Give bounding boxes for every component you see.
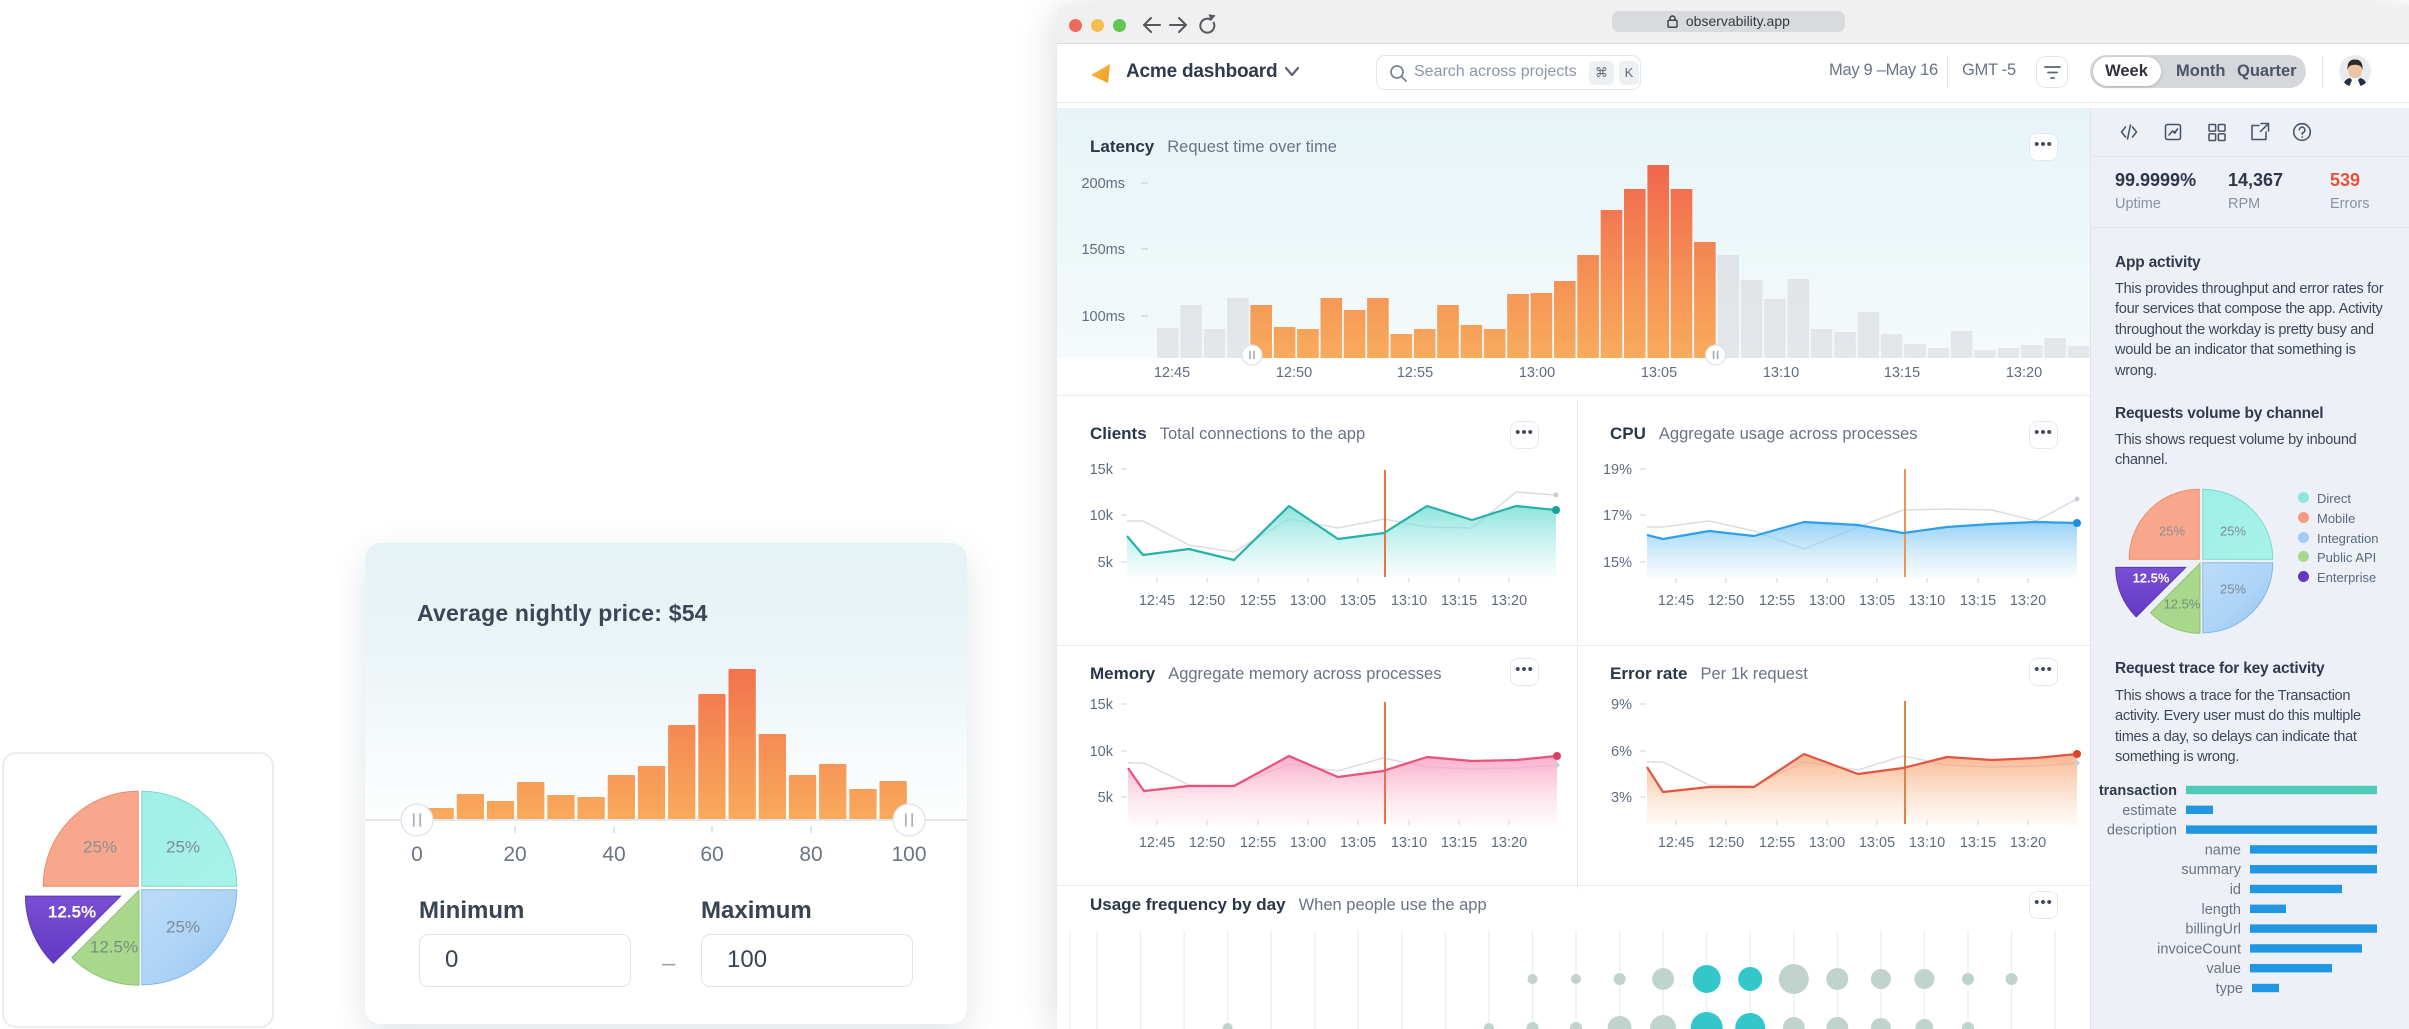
svg-text:billingUrl: billingUrl	[2185, 922, 2241, 938]
svg-text:13:10: 13:10	[1909, 835, 1945, 851]
svg-text:length: length	[2201, 902, 2241, 918]
svg-text:12.5%: 12.5%	[2164, 596, 2201, 611]
svg-text:10k: 10k	[1090, 744, 1114, 760]
svg-text:13:10: 13:10	[1391, 835, 1427, 851]
svg-text:type: type	[2216, 981, 2243, 997]
svg-text:3%: 3%	[1611, 790, 1632, 806]
svg-text:13:20: 13:20	[1491, 593, 1527, 609]
svg-text:13:05: 13:05	[1859, 835, 1895, 851]
svg-text:100: 100	[891, 843, 926, 866]
svg-text:100ms: 100ms	[1081, 309, 1125, 325]
svg-text:15k: 15k	[1090, 462, 1114, 478]
svg-text:17%: 17%	[1603, 508, 1632, 524]
svg-text:19%: 19%	[1603, 462, 1632, 478]
svg-text:200ms: 200ms	[1081, 176, 1125, 192]
svg-text:13:15: 13:15	[1441, 835, 1477, 851]
svg-text:estimate: estimate	[2122, 803, 2177, 819]
svg-text:13:15: 13:15	[1441, 593, 1477, 609]
svg-text:9%: 9%	[1611, 697, 1632, 713]
svg-text:13:05: 13:05	[1641, 365, 1677, 381]
svg-text:15%: 15%	[1603, 555, 1632, 571]
svg-text:13:00: 13:00	[1809, 593, 1845, 609]
svg-text:13:10: 13:10	[1909, 593, 1945, 609]
svg-text:13:20: 13:20	[1491, 835, 1527, 851]
svg-text:invoiceCount: invoiceCount	[2157, 941, 2241, 957]
svg-text:40: 40	[602, 843, 625, 866]
svg-text:5k: 5k	[1098, 790, 1114, 806]
svg-text:25%: 25%	[83, 837, 117, 856]
svg-text:summary: summary	[2181, 862, 2241, 878]
svg-text:10k: 10k	[1090, 508, 1114, 524]
svg-text:12.5%: 12.5%	[2133, 570, 2170, 585]
svg-text:13:10: 13:10	[1391, 593, 1427, 609]
svg-text:13:15: 13:15	[1960, 593, 1996, 609]
svg-text:150ms: 150ms	[1081, 242, 1125, 258]
svg-text:12:45: 12:45	[1139, 593, 1175, 609]
svg-text:13:05: 13:05	[1340, 593, 1376, 609]
svg-text:13:00: 13:00	[1809, 835, 1845, 851]
svg-text:value: value	[2206, 961, 2241, 977]
svg-text:description: description	[2107, 823, 2177, 839]
svg-text:15k: 15k	[1090, 697, 1114, 713]
svg-text:13:15: 13:15	[1960, 835, 1996, 851]
svg-text:13:20: 13:20	[2006, 365, 2042, 381]
svg-text:13:15: 13:15	[1884, 365, 1920, 381]
svg-text:13:20: 13:20	[2010, 835, 2046, 851]
svg-text:12:50: 12:50	[1708, 593, 1744, 609]
svg-text:20: 20	[503, 843, 526, 866]
svg-text:12:55: 12:55	[1240, 593, 1276, 609]
svg-text:12:45: 12:45	[1154, 365, 1190, 381]
svg-text:12.5%: 12.5%	[48, 902, 96, 921]
svg-text:6%: 6%	[1611, 744, 1632, 760]
svg-text:12:55: 12:55	[1759, 593, 1795, 609]
svg-text:id: id	[2230, 882, 2241, 898]
svg-text:12:50: 12:50	[1189, 593, 1225, 609]
svg-text:name: name	[2205, 842, 2241, 858]
svg-text:13:00: 13:00	[1519, 365, 1555, 381]
svg-text:12:50: 12:50	[1189, 835, 1225, 851]
svg-text:25%: 25%	[166, 837, 200, 856]
svg-text:12:50: 12:50	[1276, 365, 1312, 381]
svg-text:25%: 25%	[2159, 523, 2185, 538]
svg-text:12:45: 12:45	[1658, 835, 1694, 851]
svg-text:13:10: 13:10	[1763, 365, 1799, 381]
svg-text:transaction: transaction	[2099, 783, 2177, 799]
svg-text:12:50: 12:50	[1708, 835, 1744, 851]
svg-text:25%: 25%	[2220, 581, 2246, 596]
svg-text:13:05: 13:05	[1859, 593, 1895, 609]
svg-text:60: 60	[700, 843, 723, 866]
svg-text:13:00: 13:00	[1290, 835, 1326, 851]
svg-text:5k: 5k	[1098, 555, 1114, 571]
svg-text:25%: 25%	[166, 917, 200, 936]
svg-text:12:55: 12:55	[1397, 365, 1433, 381]
svg-text:13:00: 13:00	[1290, 593, 1326, 609]
svg-text:13:05: 13:05	[1340, 835, 1376, 851]
svg-text:12:45: 12:45	[1658, 593, 1694, 609]
svg-text:13:20: 13:20	[2010, 593, 2046, 609]
svg-text:80: 80	[799, 843, 822, 866]
svg-text:0: 0	[411, 843, 423, 866]
svg-text:25%: 25%	[2220, 523, 2246, 538]
svg-text:12:55: 12:55	[1240, 835, 1276, 851]
svg-text:12.5%: 12.5%	[90, 937, 138, 956]
svg-text:12:45: 12:45	[1139, 835, 1175, 851]
svg-text:12:55: 12:55	[1759, 835, 1795, 851]
